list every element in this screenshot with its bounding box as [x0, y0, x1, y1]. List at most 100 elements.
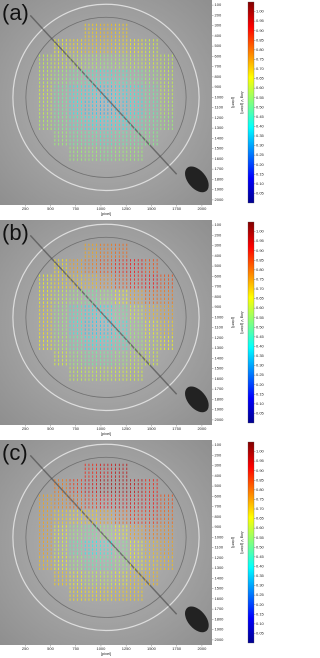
colorbar-tick-label: 0.85 [256, 257, 264, 262]
vector-cluster [99, 571, 113, 586]
vector-cluster [54, 274, 67, 289]
colorbar [247, 221, 255, 424]
y-tick-label: 1700 [215, 606, 225, 611]
vector-cluster [84, 131, 97, 146]
vector-cluster [115, 351, 128, 366]
vector-cluster [84, 39, 97, 54]
vector-cluster [130, 289, 143, 304]
vector-cluster [130, 274, 143, 289]
vector-cluster [99, 479, 113, 494]
y-tick-label: 600 [215, 493, 222, 498]
vector-cluster [145, 336, 158, 350]
vector-cluster [84, 556, 97, 570]
vector-cluster [145, 85, 158, 100]
vector-cluster [115, 131, 128, 146]
x-tick-label: 500 [47, 646, 54, 651]
vector-cluster [69, 366, 82, 381]
background-image [0, 0, 212, 205]
colorbar-tick-label: 0.90 [256, 248, 264, 253]
vector-cluster [145, 116, 158, 130]
y-tick-label: 100 [215, 2, 222, 7]
x-axis-label: [pixel] [101, 651, 111, 656]
vector-cluster [69, 289, 82, 304]
vector-cluster [84, 494, 97, 509]
vector-cluster [69, 69, 82, 84]
vector-cluster [99, 116, 113, 130]
colorbar-tick-label: 0.90 [256, 468, 264, 473]
vector-cluster [54, 259, 67, 274]
x-tick-label: 750 [72, 646, 79, 651]
colorbar-tick-label: 0.80 [256, 487, 264, 492]
vector-cluster [99, 540, 113, 555]
vector-cluster [99, 131, 113, 146]
x-tick-label: 2000 [197, 206, 207, 211]
y-tick-label: 800 [215, 514, 222, 519]
vector-cluster [84, 305, 97, 320]
vector-cluster [54, 69, 67, 84]
vector-cluster [69, 39, 82, 54]
vector-cluster [39, 85, 52, 100]
y-tick-label: 1900 [215, 407, 225, 412]
vector-cluster [99, 556, 113, 570]
x-tick-label: 1500 [147, 646, 157, 651]
vector-cluster [115, 23, 128, 38]
vector-cluster [99, 366, 113, 381]
colorbar-tick-label: 0.20 [256, 382, 264, 387]
panel-label: (c) [2, 440, 28, 465]
vector-cluster [84, 69, 97, 84]
vector-cluster [69, 116, 82, 130]
x-tick-label: 250 [22, 646, 29, 651]
colorbar-tick-label: 0.65 [256, 76, 264, 81]
x-tick-label: 2000 [197, 646, 207, 651]
vector-cluster [39, 69, 52, 84]
vessel-outer [12, 443, 200, 632]
vector-cluster [54, 525, 67, 540]
vector-cluster [99, 85, 113, 100]
y-tick-label: 1900 [215, 627, 225, 632]
vector-cluster [160, 336, 173, 350]
vessel-inner [25, 236, 187, 398]
vector-cluster [84, 336, 97, 350]
vector-cluster [99, 494, 113, 509]
colorbar-tick-label: 0.25 [256, 372, 264, 377]
vector-cluster [84, 351, 97, 366]
vector-cluster [160, 305, 173, 320]
vector-cluster [84, 366, 97, 381]
colorbar-tick-label: 0.85 [256, 477, 264, 482]
y-tick-label: 2000 [215, 197, 225, 202]
x-tick-label: 1750 [172, 206, 182, 211]
vector-cluster [145, 100, 158, 115]
y-tick-label: 300 [215, 243, 222, 248]
vector-cluster [115, 556, 128, 570]
vector-cluster [84, 243, 97, 258]
vector-cluster [115, 571, 128, 586]
vector-cluster [145, 289, 158, 304]
vector-cluster [99, 259, 113, 274]
colorbar [247, 441, 255, 644]
vector-cluster [99, 243, 113, 258]
vector-cluster [145, 556, 158, 570]
colorbar-tick-label: 0.35 [256, 573, 264, 578]
vector-cluster [54, 289, 67, 304]
vector-cluster [130, 525, 143, 540]
vector-cluster [145, 259, 158, 274]
panel: (a)250 500 750 1000 1250 1500 1750 2000[pixel]1… [0, 0, 264, 216]
vector-cluster [69, 305, 82, 320]
vector-cluster [69, 259, 82, 274]
y-tick-label: 800 [215, 294, 222, 299]
x-tick-label: 1500 [147, 426, 157, 431]
vector-cluster [115, 479, 128, 494]
vector-cluster [84, 274, 97, 289]
vector-cluster [160, 289, 173, 304]
vector-cluster [160, 116, 173, 130]
background-image [0, 440, 212, 645]
vector-cluster [115, 116, 128, 130]
vector-cluster [54, 494, 67, 509]
vector-cluster [69, 146, 82, 161]
vector-cluster [39, 556, 52, 570]
vector-cluster [130, 494, 143, 509]
vector-cluster [84, 540, 97, 555]
y-tick-label: 1600 [215, 596, 225, 601]
vector-cluster [130, 100, 143, 115]
colorbar-tick-label: 0.95 [256, 238, 264, 243]
